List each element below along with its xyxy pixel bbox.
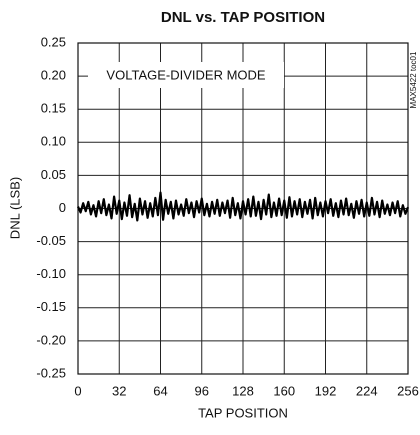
chart-title: DNL vs. TAP POSITION: [161, 9, 325, 26]
figure-code: MAX5422 toc01: [409, 51, 418, 108]
annotation: VOLTAGE-DIVIDER MODE: [106, 67, 265, 82]
x-axis-label: TAP POSITION: [198, 405, 288, 420]
y-tick-label: -0.15: [36, 299, 66, 314]
y-tick-label: -0.25: [36, 365, 66, 380]
y-tick-label: 0.25: [41, 34, 66, 49]
y-tick-label: 0.15: [41, 101, 66, 116]
y-axis-label: DNL (LSB): [7, 177, 22, 239]
y-tick-label: -0.10: [36, 266, 66, 281]
y-tick-label: -0.20: [36, 332, 66, 347]
annotation-box: [88, 62, 284, 88]
data-line: [76, 191, 410, 222]
y-tick-label: 0.05: [41, 167, 66, 182]
x-tick-label: 0: [74, 383, 81, 398]
y-tick-label: -0.05: [36, 233, 66, 248]
x-tick-label: 192: [315, 383, 337, 398]
x-tick-label: 96: [195, 383, 209, 398]
x-tick-label: 64: [153, 383, 167, 398]
x-tick-label: 32: [112, 383, 126, 398]
x-tick-label: 160: [273, 383, 295, 398]
y-tick-label: 0.10: [41, 134, 66, 149]
x-tick-label: 256: [397, 383, 419, 398]
y-tick-label: 0.20: [41, 68, 66, 83]
y-tick-label: 0: [59, 200, 66, 215]
x-tick-label: 224: [356, 383, 378, 398]
x-tick-label: 128: [232, 383, 254, 398]
